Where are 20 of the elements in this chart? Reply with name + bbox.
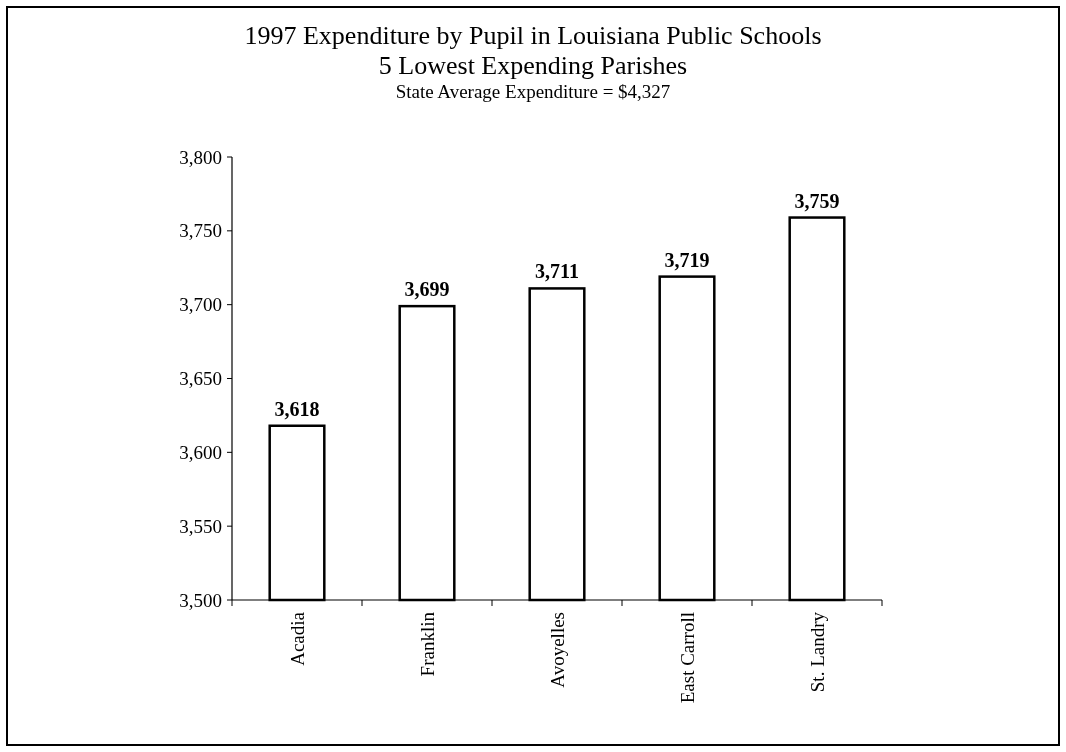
data-label: 3,699 [404, 278, 450, 301]
data-label: 3,719 [664, 248, 710, 271]
chart-title: 1997 Expenditure by Pupil in Louisiana Public Schools [244, 21, 822, 50]
data-label: 3,759 [794, 189, 840, 212]
data-label: 3,711 [535, 260, 579, 283]
x-tick-label: Acadia [286, 611, 308, 666]
chart-subtitle: 5 Lowest Expending Parishes [378, 51, 688, 80]
text: State Average Expenditure = $4,327 [395, 81, 671, 102]
x-tick-label: East Carroll [676, 612, 698, 704]
y-tick-label: 3,700 [179, 294, 222, 316]
y-tick-label: 3,650 [179, 368, 222, 390]
data-label: 3,618 [274, 397, 320, 420]
x-tick-label: St. Landry [806, 611, 828, 693]
y-tick-label: 3,550 [179, 515, 222, 537]
y-tick-label: 3,800 [179, 146, 222, 168]
x-tick-label: Franklin [416, 611, 438, 677]
y-tick-label: 3,500 [179, 589, 222, 611]
y-tick-label: 3,750 [179, 220, 222, 242]
x-tick-label: Avoyelles [546, 612, 568, 688]
y-tick-label: 3,600 [179, 441, 222, 463]
